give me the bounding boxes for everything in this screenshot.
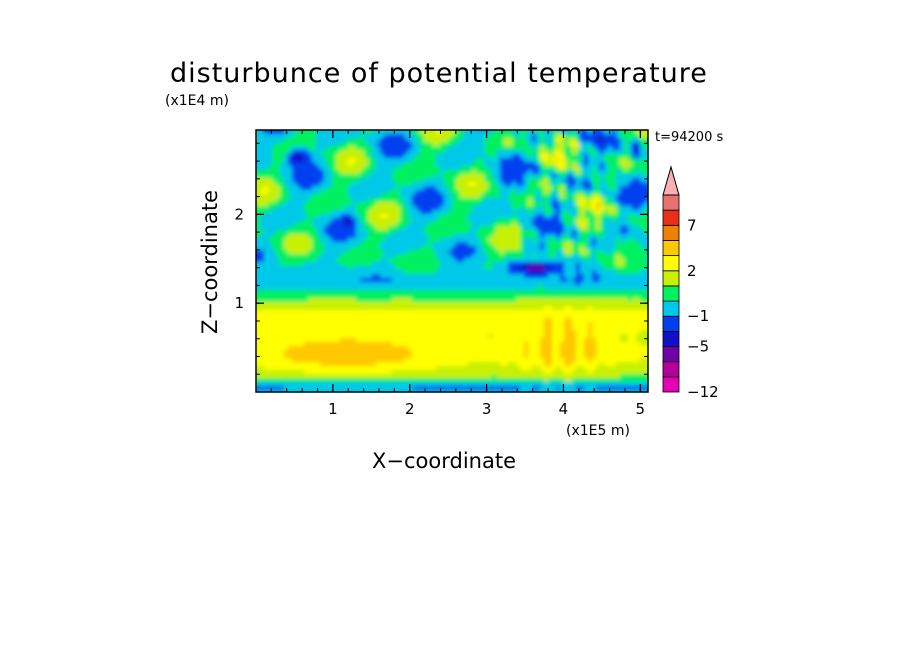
colorbar-box [662,376,680,393]
y-tick-label: 2 [234,205,244,223]
colorbar-box [662,285,680,302]
y-unit-label: (x1E4 m) [165,93,229,109]
x-tick-label: 1 [328,400,338,418]
y-tick-label: 1 [234,294,244,312]
colorbar-box [662,346,680,363]
x-axis-label: X−coordinate [372,449,516,473]
x-axis: 1 2 3 4 5 [270,130,646,418]
colorbar-box [662,330,680,347]
colorbar-box [662,361,680,378]
colorbar-tick-label: −1 [687,307,709,325]
contour-field [256,130,648,392]
y-axis: 12 [234,142,648,375]
x-tick-label: 5 [636,400,646,418]
colorbar-box [662,194,680,211]
colorbar-arrow [662,165,680,196]
colorbar-tick-label: −12 [687,383,719,401]
x-unit-label: (x1E5 m) [566,423,630,439]
chart-title: disturbunce of potential temperature [170,58,708,89]
colorbar-box [662,270,680,287]
colorbar-box [662,209,680,226]
colorbar-box [662,315,680,332]
x-tick-label: 3 [482,400,492,418]
time-annotation: t=94200 s [655,130,724,145]
colorbar-box [662,224,680,241]
colorbar-tick-label: 2 [687,262,697,280]
colorbar-box [662,255,680,272]
colorbar: 7 2 −1 −5 −12 [662,165,719,401]
colorbar-box [662,300,680,317]
colorbar-tick-label: 7 [687,216,697,234]
x-tick-label: 2 [405,400,415,418]
plot-frame [255,129,649,393]
colorbar-box [662,240,680,257]
colorbar-tick-label: −5 [687,338,709,356]
x-tick-label: 4 [559,400,569,418]
